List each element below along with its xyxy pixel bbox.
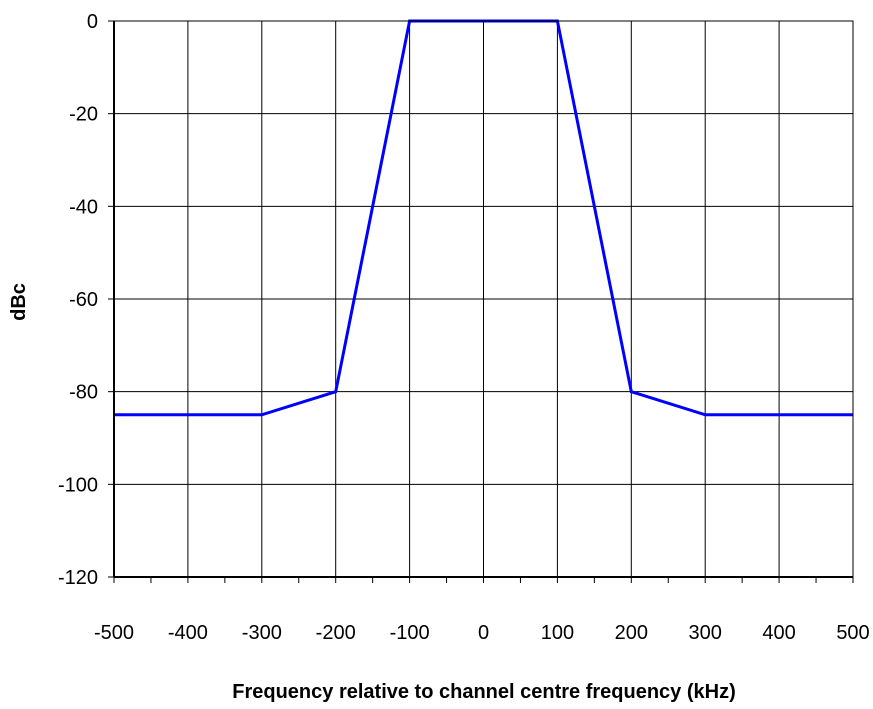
y-tick-label: -60 [69, 289, 98, 311]
x-tick-label: -100 [390, 622, 430, 644]
y-tick-label: -40 [69, 196, 98, 218]
y-axis-title: dBc [8, 283, 30, 321]
x-tick-label: 500 [836, 622, 869, 644]
axis-layer [108, 20, 854, 583]
label-layer: -500 -400 -300 -200 -100 0 100 200 300 400 500 0 -20… [58, 11, 870, 644]
x-tick-label: 100 [541, 622, 574, 644]
y-tick-label: -120 [58, 567, 98, 589]
y-tick-label: 0 [87, 11, 98, 33]
x-axis-title: Frequency relative to channel centre fre… [232, 681, 736, 703]
x-tick-label: 0 [478, 622, 489, 644]
x-tick-label: -400 [168, 622, 208, 644]
x-tick-label: -300 [242, 622, 282, 644]
x-tick-label: -200 [316, 622, 356, 644]
y-tick-label: -100 [58, 474, 98, 496]
x-tick-label: 400 [762, 622, 795, 644]
grid-layer [113, 20, 854, 578]
y-tick-label: -20 [69, 104, 98, 126]
x-tick-label: -500 [94, 622, 134, 644]
x-tick-label: 300 [689, 622, 722, 644]
y-tick-label: -80 [69, 382, 98, 404]
x-tick-label: 200 [615, 622, 648, 644]
